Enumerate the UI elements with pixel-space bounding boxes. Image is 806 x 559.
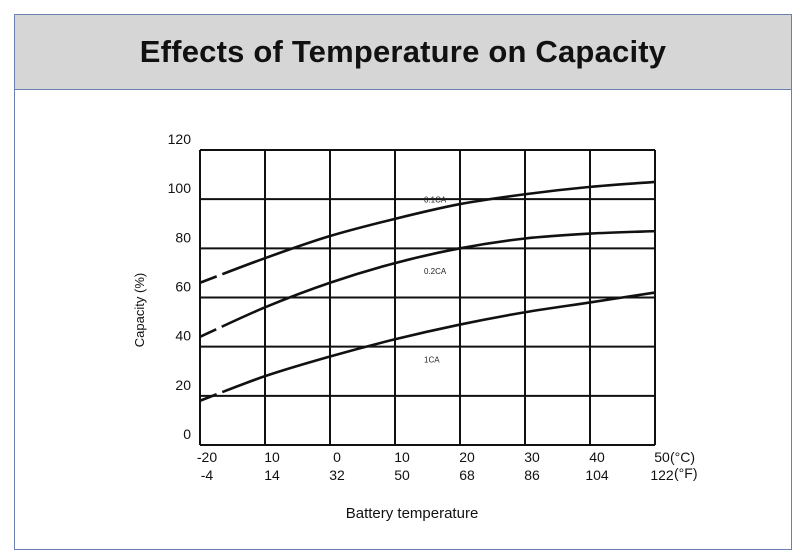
y-tick-label: 20: [175, 377, 191, 393]
x-tick-label-fahrenheit: 32: [329, 467, 345, 483]
series-lines: [199, 180, 656, 402]
series-label: 0.1CA: [424, 196, 447, 205]
x-tick-label-celsius: 40: [589, 449, 605, 465]
x-tick-label-celsius: 10: [264, 449, 280, 465]
y-tick-labels: 0 20 40 60 80 100 120: [168, 131, 192, 442]
y-tick-label: 40: [175, 328, 191, 344]
x-tick-label-celsius: 10: [394, 449, 410, 465]
chart-frame: Effects of Temperature on Capacity: [14, 14, 792, 550]
x-tick-label-fahrenheit: 86: [524, 467, 540, 483]
y-tick-label: 100: [168, 180, 192, 196]
series-label: 0.2CA: [424, 267, 447, 276]
y-tick-label: 120: [168, 131, 192, 147]
chart-header: Effects of Temperature on Capacity: [15, 15, 791, 90]
x-tick-label-fahrenheit: -4: [201, 467, 214, 483]
x-unit-celsius: (°C): [670, 449, 695, 465]
grid: [199, 149, 656, 446]
x-tick-labels: -20 10 0 10 20 30 40 50 -4 14 32 50 68 86 104 122: [197, 449, 674, 483]
x-axis-title: Battery temperature: [346, 505, 479, 522]
series-line: [199, 180, 656, 284]
x-tick-label-fahrenheit: 104: [585, 467, 609, 483]
x-tick-label-fahrenheit: 68: [459, 467, 475, 483]
x-tick-label-celsius: 20: [459, 449, 475, 465]
x-tick-label-fahrenheit: 122: [650, 467, 674, 483]
x-tick-label-celsius: -20: [197, 449, 217, 465]
series-line: [199, 229, 656, 339]
x-tick-label-fahrenheit: 50: [394, 467, 410, 483]
y-tick-label: 60: [175, 279, 191, 295]
x-unit-fahrenheit: (°F): [674, 465, 697, 481]
series-line: [199, 291, 656, 402]
x-tick-label-celsius: 30: [524, 449, 540, 465]
series-label: 1CA: [424, 356, 440, 365]
x-tick-label-celsius: 0: [333, 449, 341, 465]
x-tick-label-fahrenheit: 14: [264, 467, 280, 483]
y-tick-label: 0: [183, 426, 191, 442]
y-tick-label: 80: [175, 229, 191, 245]
y-axis-title: Capacity (%): [132, 273, 147, 347]
x-tick-label-celsius: 50: [654, 449, 670, 465]
chart-title: Effects of Temperature on Capacity: [139, 34, 667, 69]
series-labels: 0.1CA 0.2CA 1CA: [424, 196, 447, 365]
